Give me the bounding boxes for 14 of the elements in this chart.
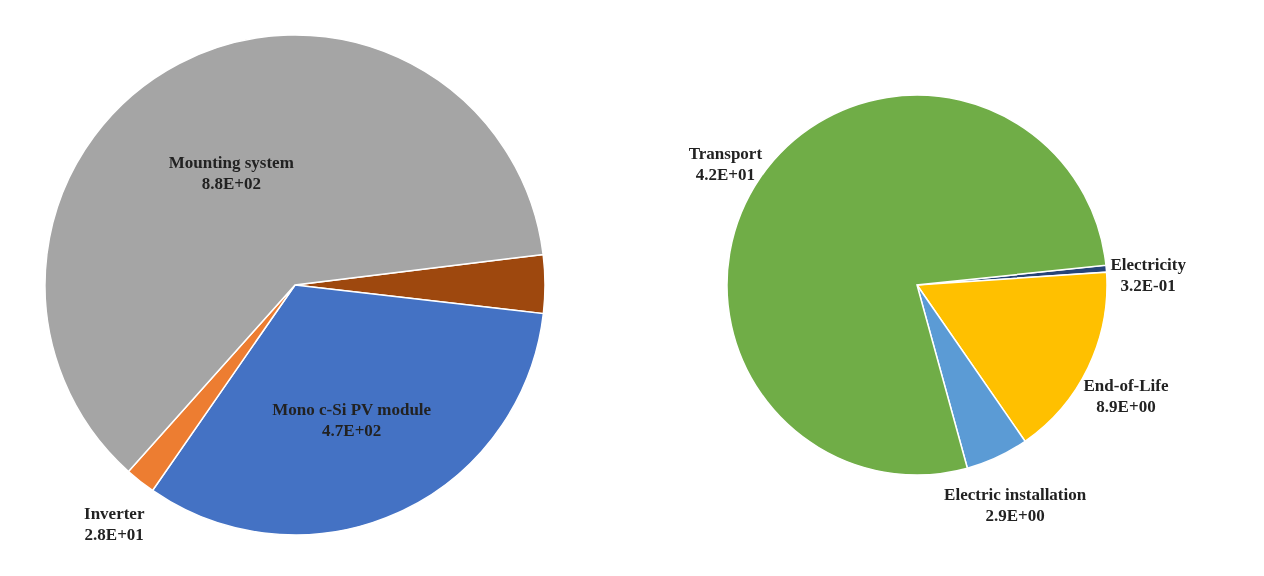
data-label: 8.8E+02 (201, 174, 261, 194)
data-label: 8.9E+00 (1096, 396, 1156, 416)
slice-label: Electric installation (944, 485, 1087, 505)
slice-label: End-of-Life (1083, 375, 1169, 395)
data-label: 3.2E-01 (1120, 276, 1176, 296)
slice-label: Mono c-Si PV module (272, 400, 432, 420)
data-label: 4.7E+02 (322, 421, 382, 441)
slice-label: Transport (688, 144, 763, 164)
data-label: 2.9E+00 (985, 506, 1045, 526)
slice-label: Electricity (1110, 255, 1187, 275)
slice-label: Inverter (84, 504, 145, 524)
data-label: 4.2E+01 (695, 165, 756, 185)
data-label: 2.8E+01 (84, 525, 144, 545)
slice-label: Mounting system (168, 153, 294, 173)
